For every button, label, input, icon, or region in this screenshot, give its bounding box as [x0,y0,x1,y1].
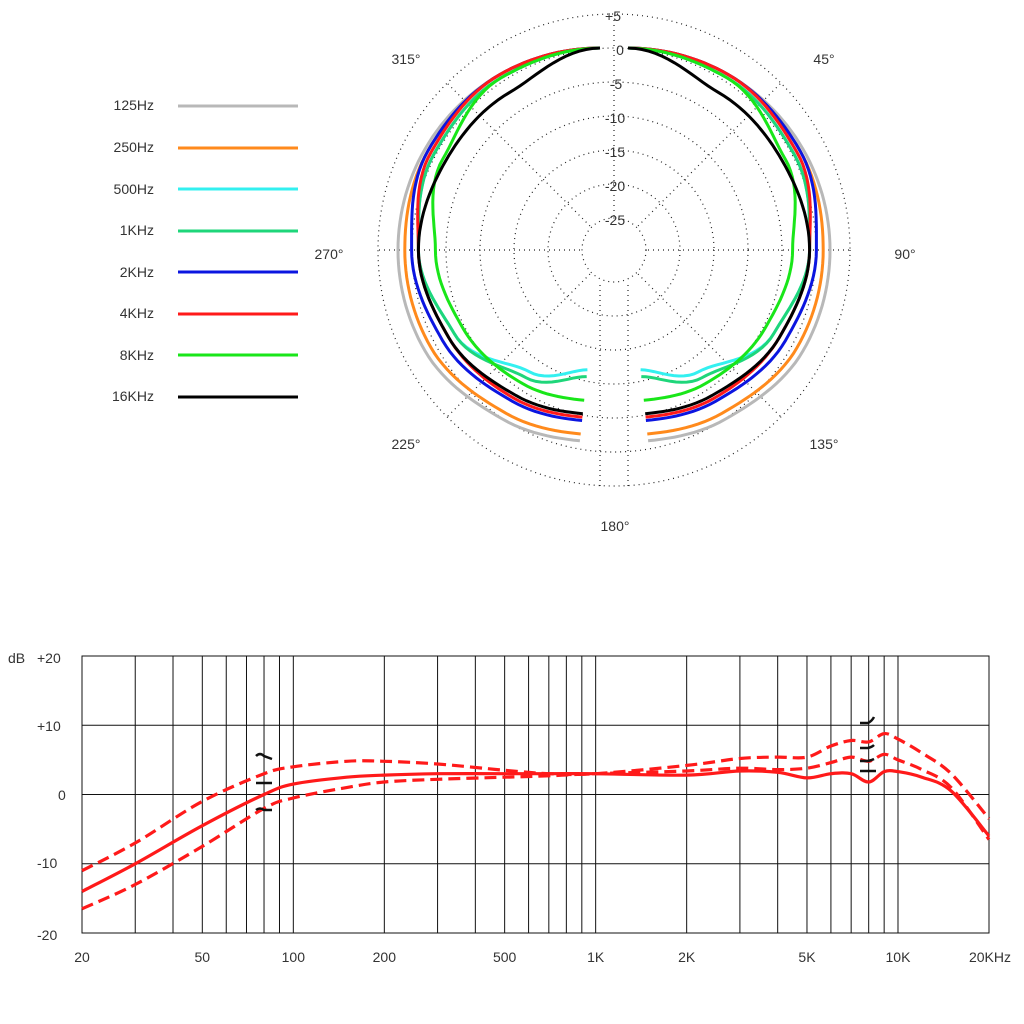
y-tick-label: +10 [37,718,61,734]
x-tick-label: 200 [373,949,397,965]
legend-item-2khz: 2KHz [120,264,298,280]
polar-spoke [637,82,782,227]
legend-label: 4KHz [120,305,154,321]
polar-ring [377,13,851,487]
polar-curve-8khz [627,46,797,402]
x-tick-label: 10K [886,949,912,965]
legend-item-1khz: 1KHz [120,222,298,238]
polar-curve-16khz [416,46,601,416]
angle-label-135: 135° [810,436,839,452]
legend-label: 16KHz [112,388,154,404]
response-grid [82,655,989,934]
x-tick-label: 2K [678,949,696,965]
ring-label-0: 0 [616,42,624,58]
x-tick-label: 5K [798,949,816,965]
legend-label: 8KHz [120,347,154,363]
ring-label-minus5: -5 [610,76,623,92]
legend-label: 250Hz [114,139,154,155]
ring-label-minus20: -20 [605,178,625,194]
polar-ring [581,217,647,283]
polar-spoke [446,273,591,418]
polar-spoke [446,82,591,227]
polar-spoke [637,273,782,418]
polar-curve-16khz [627,46,812,416]
ring-label-minus15: -15 [605,144,625,160]
y-tick-label: 0 [58,787,66,803]
angle-label-270: 270° [315,246,344,262]
legend-item-125hz: 125Hz [114,97,298,113]
polar-ring [547,183,681,317]
x-tick-label: 50 [195,949,211,965]
y-tick-label: -20 [37,927,57,943]
angle-label-180: 180° [601,518,630,534]
legend-item-500hz: 500Hz [114,181,298,197]
polar-curves [396,46,832,443]
tolerance-marker-80hz [255,752,273,812]
legend-item-16khz: 16KHz [112,388,298,404]
tolerance-marker-8khz [860,716,876,773]
x-tick-label: 20 [74,949,90,965]
legend-label: 2KHz [120,264,154,280]
angle-label-315: 315° [392,51,421,67]
x-tick-label: 1K [587,949,605,965]
x-tick-label: 500 [493,949,517,965]
angle-label-45: 45° [813,51,834,67]
legend-label: 1KHz [120,222,154,238]
polar-curve-8khz [431,46,601,402]
polar-chart: +5 0 -5 -10 -15 -20 -25 45° 90° 135° 180… [112,8,916,534]
y-unit-label: dB [8,650,25,666]
legend-item-250hz: 250Hz [114,139,298,155]
legend-item-8khz: 8KHz [120,347,298,363]
plot-frame [81,655,990,934]
angle-label-90: 90° [894,246,915,262]
response-curve-dashed [81,731,991,873]
ring-label-minus10: -10 [605,110,625,126]
x-tick-label: 100 [282,949,306,965]
x-tick-labels: 20 50 100 200 500 1K 2K 5K 10K 20KHz [74,949,1011,965]
ring-label-minus25: -25 [605,212,625,228]
angle-label-225: 225° [392,436,421,452]
legend-label: 500Hz [114,181,154,197]
response-curve-dashed [81,752,991,911]
response-curves [81,731,991,911]
legend-item-4khz: 4KHz [120,305,298,321]
ring-label-plus5: +5 [605,8,621,24]
y-tick-label: +20 [37,650,61,666]
x-tick-label: 20KHz [969,949,1011,965]
response-curve-solid [81,769,991,893]
legend-label: 125Hz [114,97,154,113]
legend: 125Hz 250Hz 500Hz 1KHz 2KHz 4KHz 8KHz 1 [112,97,298,404]
y-tick-label: -10 [37,855,57,871]
polar-ring [445,81,783,419]
